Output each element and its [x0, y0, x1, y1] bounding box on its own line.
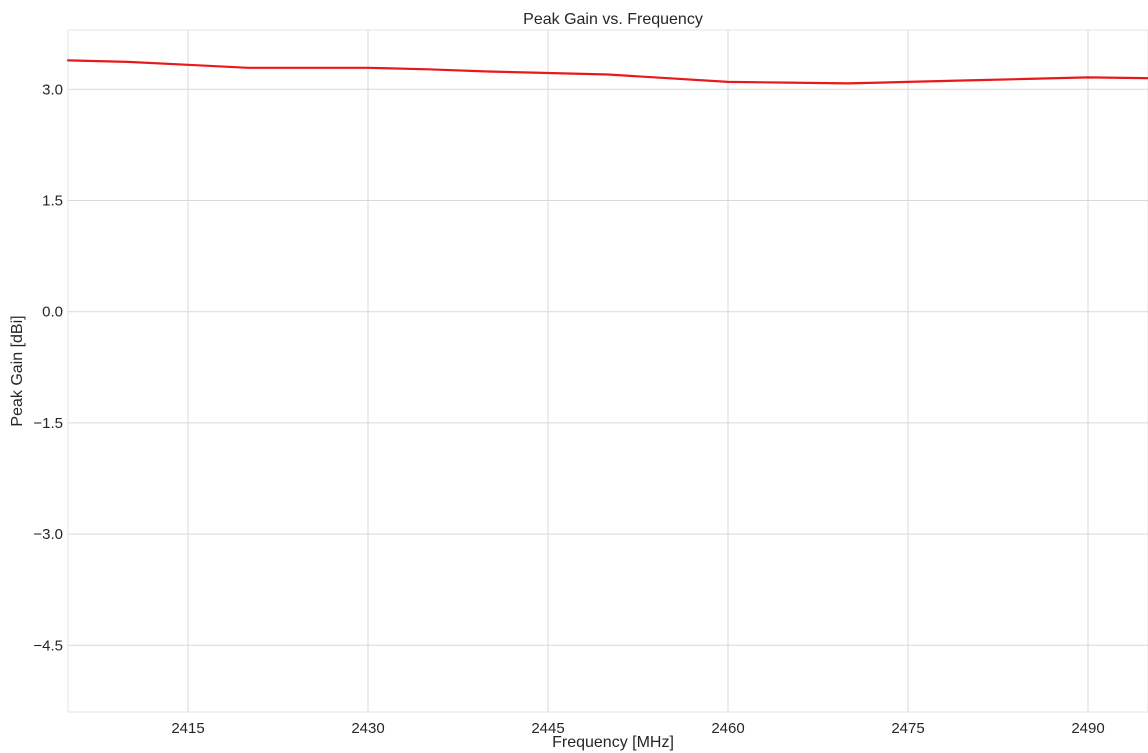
plot-area [67, 29, 1148, 713]
series-layer [66, 59, 1148, 85]
x-tick-label: 2460 [711, 720, 744, 737]
y-tick-label: −4.5 [33, 637, 63, 654]
y-axis-label: Peak Gain [dBi] [9, 315, 26, 426]
y-tick-labels: 3.0 1.5 0.0 −1.5 −3.0 −4.5 [33, 81, 63, 654]
x-tick-label: 2415 [171, 720, 204, 737]
x-gridlines [187, 30, 1089, 712]
y-tick-label: −3.0 [33, 526, 63, 543]
y-tick-label: 0.0 [42, 304, 63, 321]
series-line [66, 59, 1148, 85]
y-tick-label: 3.0 [42, 81, 63, 98]
y-tick-label: −1.5 [33, 415, 63, 432]
chart-title: Peak Gain vs. Frequency [523, 11, 703, 28]
y-gridlines [68, 88, 1148, 646]
x-tick-label: 2490 [1071, 720, 1104, 737]
x-tick-label: 2430 [351, 720, 384, 737]
x-tick-label: 2445 [531, 720, 564, 737]
y-tick-label: 1.5 [42, 193, 63, 210]
x-tick-label: 2475 [891, 720, 924, 737]
x-tick-labels: 2415 2430 2445 2460 2475 2490 [171, 720, 1104, 737]
x-axis-label: Frequency [MHz] [552, 734, 674, 751]
